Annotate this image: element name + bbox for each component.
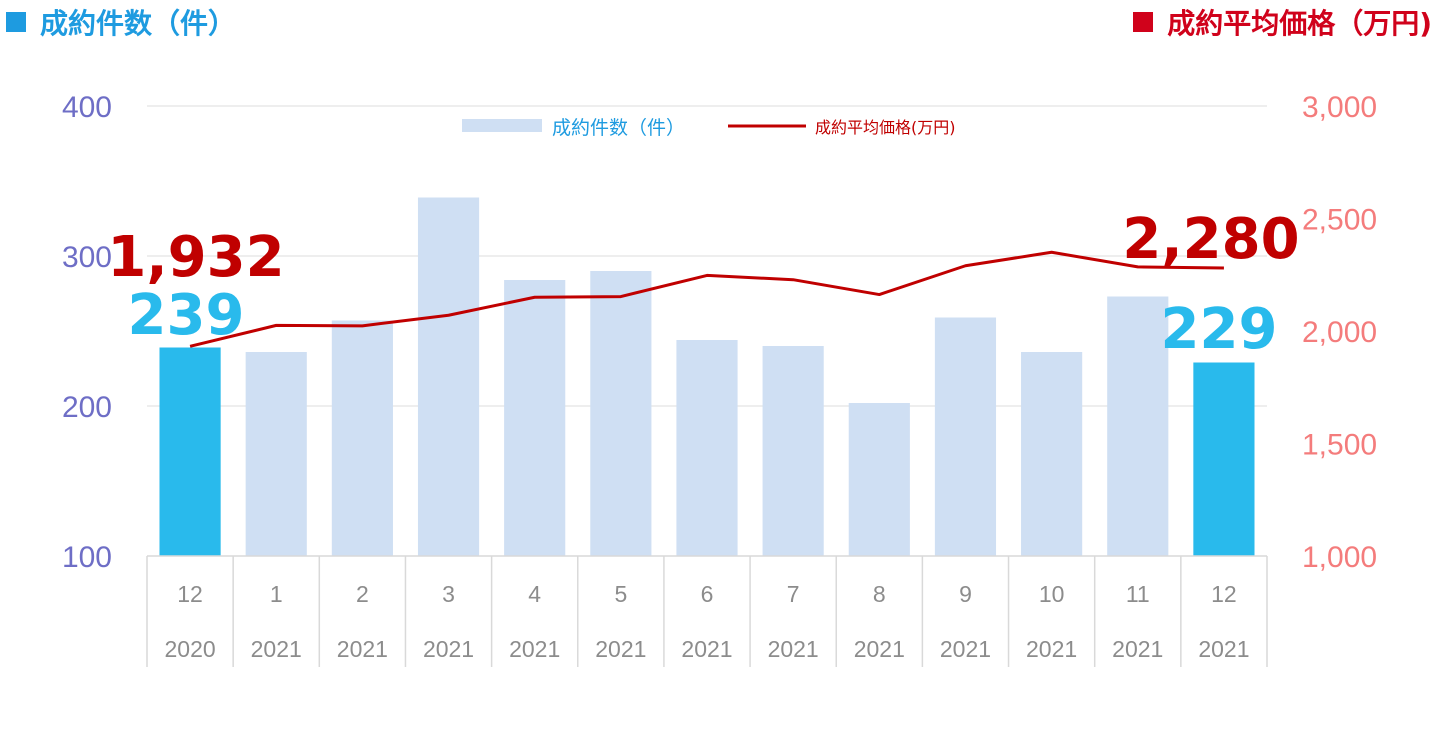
- legend-line-label: 成約平均価格(万円): [815, 118, 956, 137]
- x-axis-month-label: 12: [1211, 581, 1237, 607]
- x-axis-year-label: 2021: [251, 636, 302, 662]
- right-axis-tick-label: 2,500: [1302, 204, 1377, 237]
- x-axis-year-label: 2021: [940, 636, 991, 662]
- right-axis-header-label: 成約平均価格（万円): [1167, 7, 1432, 40]
- x-axis-month-label: 9: [959, 581, 972, 607]
- x-axis-month-label: 6: [701, 581, 714, 607]
- legend-bar-label: 成約件数（件）: [552, 117, 685, 139]
- x-axis-month-label: 11: [1126, 581, 1150, 607]
- bar: [1107, 296, 1169, 556]
- bar: [245, 352, 307, 556]
- x-axis-month-label: 8: [873, 581, 886, 607]
- bar: [590, 271, 652, 556]
- x-axis-month-label: 12: [177, 581, 203, 607]
- x-axis-year-label: 2021: [595, 636, 646, 662]
- left-axis-tick-label: 300: [62, 241, 112, 274]
- data-label: 239: [128, 283, 245, 348]
- left-axis-tick-label: 200: [62, 391, 112, 424]
- bar-series: [159, 197, 1255, 556]
- bar: [331, 320, 393, 556]
- x-axis-year-label: 2021: [423, 636, 474, 662]
- bar: [504, 280, 566, 556]
- x-axis-year-label: 2021: [509, 636, 560, 662]
- bar-highlighted: [1193, 362, 1255, 556]
- left-axis-header-label: 成約件数（件）: [40, 7, 237, 40]
- x-axis-month-label: 3: [442, 581, 455, 607]
- x-axis-year-label: 2021: [768, 636, 819, 662]
- x-axis-year-label: 2021: [681, 636, 732, 662]
- left-axis-tick-label: 100: [62, 541, 112, 574]
- blue-square-icon: [6, 12, 26, 32]
- x-axis-year-label: 2021: [1112, 636, 1163, 662]
- x-axis-year-label: 2020: [164, 636, 215, 662]
- red-square-icon: [1133, 12, 1154, 32]
- bar: [676, 340, 738, 556]
- right-axis-tick-label: 3,000: [1302, 91, 1377, 124]
- data-label: 1,932: [107, 225, 284, 290]
- bar: [848, 403, 910, 556]
- x-axis-month-label: 5: [614, 581, 627, 607]
- bar-highlighted: [159, 347, 221, 556]
- legend: 成約件数（件） 成約平均価格(万円): [462, 117, 956, 139]
- right-axis-tick-label: 2,000: [1302, 316, 1377, 349]
- x-axis-month-label: 7: [787, 581, 800, 607]
- right-axis-tick-label: 1,000: [1302, 541, 1377, 574]
- x-axis-month-label: 2: [356, 581, 369, 607]
- data-label: 2,280: [1122, 207, 1299, 272]
- bar: [1021, 352, 1083, 556]
- bar: [762, 346, 824, 556]
- x-axis-month-label: 4: [528, 581, 541, 607]
- bar: [934, 317, 997, 556]
- x-axis-month-label: 10: [1039, 581, 1065, 607]
- line-series: [189, 250, 1224, 348]
- left-axis-header: 成約件数（件）: [6, 2, 236, 42]
- data-label: 229: [1161, 297, 1278, 362]
- legend-bar-swatch: [462, 119, 542, 132]
- axes: 1002003004001,0001,5002,0002,5003,000122…: [62, 91, 1377, 667]
- x-axis-year-label: 2021: [337, 636, 388, 662]
- left-axis-tick-label: 400: [62, 91, 112, 124]
- x-axis-year-label: 2021: [1198, 636, 1249, 662]
- x-axis-year-label: 2021: [854, 636, 905, 662]
- x-axis-month-label: 1: [270, 581, 283, 607]
- right-axis-header: 成約平均価格（万円): [1133, 2, 1432, 42]
- right-axis-tick-label: 1,500: [1302, 429, 1377, 462]
- x-axis-year-label: 2021: [1026, 636, 1077, 662]
- bar: [417, 197, 480, 556]
- price-line: [189, 250, 1224, 348]
